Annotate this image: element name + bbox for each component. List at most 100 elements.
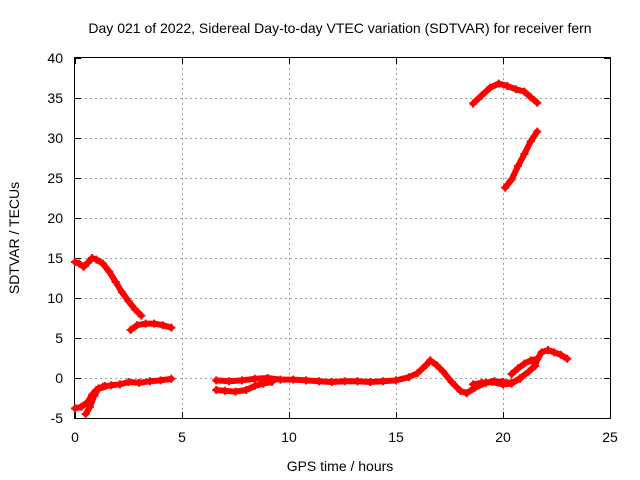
- data-point: [469, 380, 478, 389]
- series-arc-1: [71, 254, 146, 320]
- data-point: [550, 348, 559, 357]
- data-point: [92, 255, 101, 264]
- data-point: [501, 183, 510, 192]
- series-arc-10: [469, 79, 542, 108]
- series-arc-11: [501, 127, 542, 192]
- data-point: [85, 402, 94, 411]
- data-point: [533, 98, 542, 107]
- data-point: [353, 377, 362, 386]
- data-point: [404, 373, 413, 382]
- data-point: [524, 367, 533, 376]
- data-point: [520, 87, 529, 96]
- data-point: [486, 83, 495, 92]
- data-point: [111, 278, 120, 286]
- x-axis-label: GPS time / hours: [287, 458, 394, 474]
- y-tick-label: 5: [55, 330, 63, 346]
- y-tick-label: -5: [51, 410, 64, 426]
- data-point: [499, 380, 507, 389]
- data-point: [503, 82, 512, 90]
- data-point: [75, 259, 84, 268]
- data-point: [124, 378, 133, 386]
- x-tick-label: 5: [178, 429, 186, 445]
- data-point: [156, 376, 165, 385]
- data-point: [81, 410, 90, 418]
- data-point: [447, 378, 456, 386]
- data-point: [237, 376, 246, 385]
- y-tick-label: 0: [55, 370, 63, 386]
- y-axis-label: SDTVAR / TECUs: [6, 182, 22, 294]
- y-tick-label: 10: [47, 290, 63, 306]
- data-point: [137, 311, 146, 320]
- data-point: [477, 378, 486, 387]
- series-track: [502, 128, 541, 191]
- data-point: [314, 377, 323, 386]
- data-point: [439, 367, 448, 376]
- series-arc-4: [81, 382, 109, 418]
- axis-ticks: 0 5 10 15 20 25 -5 0 5 10 15 20 25 30 35 40: [47, 50, 618, 445]
- data-point: [513, 364, 522, 373]
- data-point: [71, 404, 79, 413]
- plot-frame: [74, 57, 611, 419]
- data-point: [98, 259, 107, 268]
- data-point: [167, 374, 176, 383]
- data-point: [533, 127, 542, 136]
- data-point: [100, 382, 109, 390]
- data-point: [83, 258, 92, 267]
- data-point: [520, 359, 529, 368]
- chart-title: Day 021 of 2022, Sidereal Day-to-day VTE…: [88, 20, 591, 36]
- data-point: [88, 254, 97, 262]
- data-point: [432, 361, 441, 370]
- data-point: [145, 377, 154, 386]
- data-point: [250, 382, 259, 390]
- x-tick-label: 0: [71, 429, 79, 445]
- data-point: [511, 85, 520, 94]
- y-tick-label: 20: [47, 210, 63, 226]
- series-arc-3: [71, 374, 176, 413]
- data-point: [556, 350, 565, 359]
- data-point: [141, 319, 150, 328]
- series-arc-2: [126, 319, 176, 334]
- data-point: [462, 389, 471, 398]
- data-point: [507, 175, 516, 184]
- data-point: [212, 386, 221, 394]
- x-tick-label: 15: [388, 429, 404, 445]
- data-point: [90, 391, 99, 400]
- y-tick-label: 25: [47, 170, 63, 186]
- data-point: [537, 348, 546, 357]
- data-point: [124, 297, 133, 306]
- data-point: [167, 323, 176, 332]
- data-point: [259, 379, 268, 388]
- data-point: [135, 378, 144, 387]
- data-point: [421, 361, 430, 370]
- data-point: [507, 370, 516, 378]
- data-point: [494, 79, 503, 88]
- data-point: [513, 162, 522, 170]
- y-tick-label: 30: [47, 130, 63, 146]
- data-point: [456, 386, 465, 395]
- data-point: [158, 321, 167, 330]
- data-point: [77, 402, 86, 411]
- series-arc-7: [469, 362, 540, 389]
- data-point: [105, 267, 114, 276]
- data-point: [426, 356, 435, 365]
- data-point: [526, 93, 535, 102]
- data-point: [276, 375, 285, 384]
- data-point: [220, 386, 229, 395]
- data-point: [79, 262, 88, 271]
- data-point: [302, 376, 311, 385]
- data-point: [225, 377, 234, 386]
- data-point: [531, 359, 540, 368]
- y-tick-label: 35: [47, 90, 63, 106]
- data-point: [71, 258, 79, 266]
- data-point: [516, 374, 525, 382]
- data-point: [520, 150, 529, 158]
- data-point: [212, 376, 221, 385]
- data-point: [133, 321, 142, 330]
- data-point: [327, 378, 336, 386]
- y-tick-label: 15: [47, 250, 63, 266]
- data-point: [231, 387, 240, 396]
- data-point: [469, 99, 478, 108]
- series-arc-6: [212, 378, 276, 396]
- data-point: [289, 375, 298, 384]
